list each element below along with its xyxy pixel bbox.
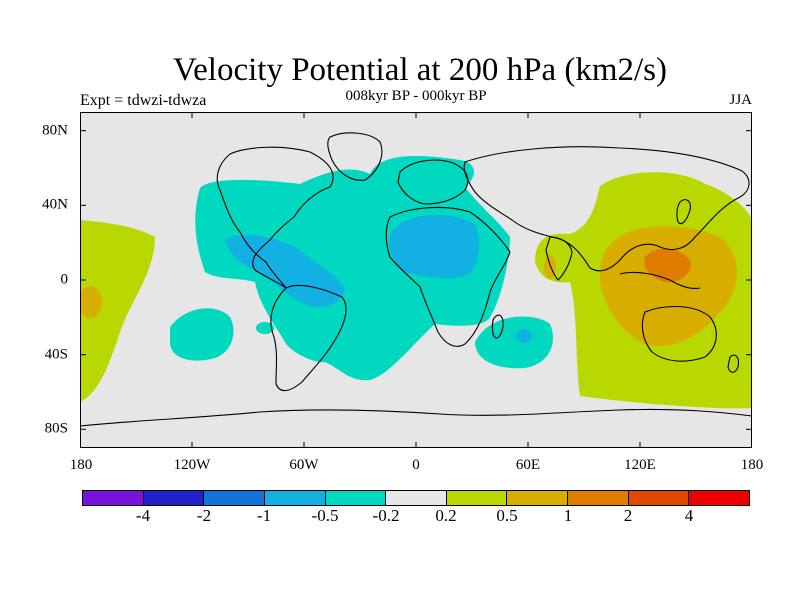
coastline-indian-subcontinent [545,236,573,281]
colorbar-label-2: -2 [196,506,212,525]
coastline-antarctica [80,408,752,427]
coastline-north-america [216,146,334,289]
lat-label-40n: 40N [42,196,68,213]
colorbar-label-4: -0.5 [311,506,339,525]
colorbar-label-3: -1 [256,506,272,525]
lon-label-60e: 60E [515,457,541,473]
coastline-japan [676,199,691,225]
colorbar-swatch-9 [568,491,629,505]
colorbar-label-1: -4 [135,506,151,525]
coastline-australia [641,305,717,362]
lat-ticks [80,130,752,430]
anomaly-region-east-pacific [80,220,155,402]
season-label: JJA [729,92,752,108]
anomaly-region-indian-ocean [475,316,553,369]
lat-label-eq: 0 [60,271,69,288]
period-label: 008kyr BP - 000kyr BP [345,88,487,104]
colorbar-label-8: 1 [563,506,573,525]
coastline-europe [397,159,469,205]
colorbar-swatch-1 [83,491,144,505]
coastline-new-zealand [727,354,739,373]
lon-label-120w: 120W [173,457,211,473]
lat-label-80s: 80S [44,420,68,437]
lon-label-180-right: 180 [740,457,764,473]
colorbar-label-10: 4 [684,506,694,525]
lon-label-60w: 60W [289,457,319,473]
colorbar-label-9: 2 [623,506,633,525]
lon-label-120e: 120E [624,457,656,473]
colorbar-swatch-11 [689,491,750,505]
anomaly-core-arabian-sea [544,255,556,279]
lon-label-0: 0 [412,457,420,473]
anomaly-core-maritime-continent [599,226,737,347]
coastline-africa [385,206,511,347]
colorbar-swatch-3 [204,491,265,505]
map-panel [80,112,752,448]
coastline-eurasia [463,146,750,272]
map-title: Velocity Potential at 200 hPa (km2/s) [172,52,668,88]
map-canvas [80,112,752,448]
anomaly-core-africa [389,214,480,279]
lon-label-180-left: 180 [69,457,93,473]
colorbar-label-5: -0.2 [372,506,400,525]
colorbar-swatch-6 [386,491,447,505]
colorbar-label-6: 0.2 [435,506,457,525]
colorbar-swatch-8 [507,491,569,505]
coastline-indonesia [619,271,701,290]
colorbar-swatch-7 [446,491,508,505]
experiment-label: Expt = tdwzi-tdwza [80,92,207,109]
lat-label-40s: 40S [44,346,68,363]
anomaly-region-south-atlantic-small [256,322,274,334]
anomaly-region-south-pacific [170,308,234,361]
coastlines [80,132,752,427]
lon-ticks [191,112,641,448]
colorbar-label-7: 0.5 [496,506,518,525]
anomaly-core-east-pacific [80,286,102,318]
colorbar-swatch-10 [628,491,690,505]
coastline-greenland [327,132,383,181]
colorbar-swatch-4 [264,491,326,505]
lat-label-80n: 80N [42,122,68,139]
colorbar-swatch-2 [143,491,205,505]
anomaly-max-western-pacific [644,248,691,283]
coastline-madagascar [491,314,504,339]
colorbar [82,490,750,506]
colorbar-swatch-5 [325,491,387,505]
coastline-south-america [270,284,347,392]
anomaly-core-indian-ocean [516,329,532,343]
anomaly-region-atlantic [195,155,510,381]
